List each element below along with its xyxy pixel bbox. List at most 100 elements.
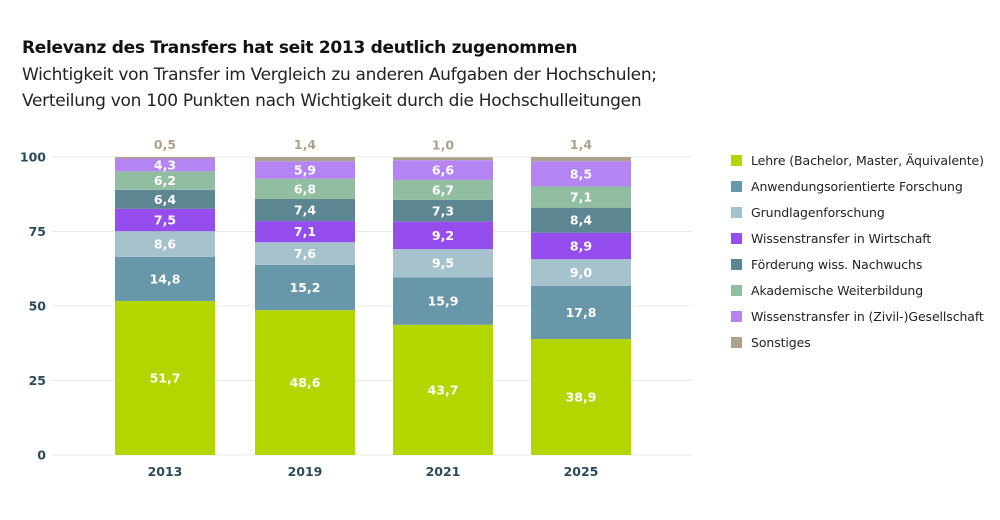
- data-label: 51,7: [150, 370, 181, 385]
- bar-segment: [255, 242, 355, 265]
- x-tick-label: 2025: [564, 464, 599, 479]
- data-label: 7,4: [294, 203, 316, 218]
- legend-swatch: [731, 206, 742, 218]
- legend-label: Grundlagenforschung: [751, 204, 885, 220]
- bar-segment: [115, 208, 215, 232]
- legend-swatch: [731, 284, 742, 296]
- data-label: 8,5: [570, 166, 592, 181]
- legend-item: Sonstiges: [731, 329, 984, 355]
- bar-segment: [393, 199, 493, 222]
- bar-segment: [531, 286, 631, 340]
- bar-segment: [531, 259, 631, 287]
- data-labels: 51,7 14,8 8,6 7,5 6,4 6,24,3 0,5 48,6 15,2 7,6 7,1…: [150, 137, 597, 405]
- bar-segment: [393, 157, 493, 161]
- data-label: 7,3: [432, 203, 454, 218]
- data-label: 43,7: [428, 382, 459, 397]
- data-label: 6,7: [432, 182, 454, 197]
- bar-segment: [393, 221, 493, 250]
- bar-segment: [393, 277, 493, 325]
- data-label: 4,3: [154, 157, 176, 172]
- data-label: 1,4: [570, 137, 592, 152]
- x-tick-label: 2013: [148, 464, 183, 479]
- y-axis: 0 25 50 75 100: [20, 150, 46, 463]
- legend-item: Wissenstransfer in Wirtschaft: [731, 225, 984, 251]
- legend-label: Wissenstransfer in Wirtschaft: [751, 230, 932, 246]
- data-label: 15,9: [428, 294, 459, 309]
- legend-swatch: [731, 258, 742, 270]
- data-label: 7,5: [154, 213, 176, 228]
- bar-segment: [255, 161, 355, 179]
- legend-swatch: [731, 310, 742, 322]
- legend-label: Lehre (Bachelor, Master, Äquivalente): [751, 152, 984, 168]
- bar-segment: [393, 324, 493, 455]
- chart-subtitle: Wichtigkeit von Transfer im Vergleich zu…: [22, 62, 657, 114]
- legend: Lehre (Bachelor, Master, Äquivalente) Anw…: [731, 147, 984, 355]
- data-label: 8,4: [570, 213, 592, 228]
- bar-segment: [255, 178, 355, 200]
- bar-segment: [115, 189, 215, 209]
- legend-label: Sonstiges: [751, 334, 811, 350]
- data-label: 5,9: [294, 162, 316, 177]
- y-tick-label: 0: [37, 448, 46, 463]
- bar-segment: [531, 207, 631, 233]
- bar-segment: [531, 186, 631, 208]
- data-label: 9,0: [570, 265, 592, 280]
- bar-segment: [255, 264, 355, 311]
- bar-segment: [255, 310, 355, 455]
- bar-segment: [393, 179, 493, 200]
- legend-item: Wissenstransfer in (Zivil-)Gesellschaft: [731, 303, 984, 329]
- y-tick-label: 100: [20, 150, 46, 165]
- bar-segment: [115, 256, 215, 301]
- bars: [115, 157, 631, 455]
- data-label: 9,5: [432, 256, 454, 271]
- bar-segment: [115, 231, 215, 257]
- data-label: 7,6: [294, 246, 316, 261]
- legend-swatch: [731, 154, 742, 166]
- bar-segment: [393, 249, 493, 278]
- subtitle-line-2: Verteilung von 100 Punkten nach Wichtigk…: [22, 91, 642, 111]
- bar-segment: [531, 161, 631, 187]
- data-label: 17,8: [566, 305, 597, 320]
- data-label: 6,6: [432, 163, 454, 178]
- bar-segment: [115, 171, 215, 190]
- chart-title: Relevanz des Transfers hat seit 2013 deu…: [22, 38, 578, 58]
- x-tick-label: 2019: [288, 464, 323, 479]
- bar-segment: [255, 199, 355, 222]
- legend-label: Akademische Weiterbildung: [751, 282, 924, 298]
- data-label: 0,5: [154, 137, 176, 152]
- legend-item: Lehre (Bachelor, Master, Äquivalente): [731, 147, 984, 173]
- bar-segment: [115, 158, 215, 172]
- data-label: 8,9: [570, 238, 592, 253]
- legend-label: Anwendungsorientierte Forschung: [751, 178, 963, 194]
- data-label: 6,8: [294, 181, 316, 196]
- data-label: 48,6: [290, 375, 321, 390]
- y-tick-label: 25: [29, 373, 46, 388]
- data-label: 14,8: [150, 271, 181, 286]
- data-label: 7,1: [570, 190, 592, 205]
- y-tick-label: 75: [29, 224, 46, 239]
- data-label: 9,2: [432, 228, 454, 243]
- data-label: 1,0: [432, 137, 454, 152]
- bar-segment: [115, 300, 215, 455]
- data-label: 7,1: [294, 224, 316, 239]
- data-label: 1,4: [294, 137, 316, 152]
- bar-segment: [115, 157, 215, 159]
- legend-label: Förderung wiss. Nachwuchs: [751, 256, 923, 272]
- legend-item: Förderung wiss. Nachwuchs: [731, 251, 984, 277]
- x-tick-label: 2021: [426, 464, 461, 479]
- bar-segment: [531, 339, 631, 455]
- legend-swatch: [731, 336, 742, 348]
- legend-swatch: [731, 180, 742, 192]
- data-label: 8,6: [154, 237, 176, 252]
- bar-segment: [531, 157, 631, 162]
- y-tick-label: 50: [29, 299, 47, 314]
- bar-segment: [255, 221, 355, 243]
- subtitle-line-1: Wichtigkeit von Transfer im Vergleich zu…: [22, 65, 657, 85]
- legend-swatch: [731, 232, 742, 244]
- legend-item: Grundlagenforschung: [731, 199, 984, 225]
- data-label: 15,2: [290, 280, 321, 295]
- legend-label: Wissenstransfer in (Zivil-)Gesellschaft: [751, 308, 984, 324]
- data-label: 6,4: [154, 192, 176, 207]
- data-label: 38,9: [566, 390, 597, 405]
